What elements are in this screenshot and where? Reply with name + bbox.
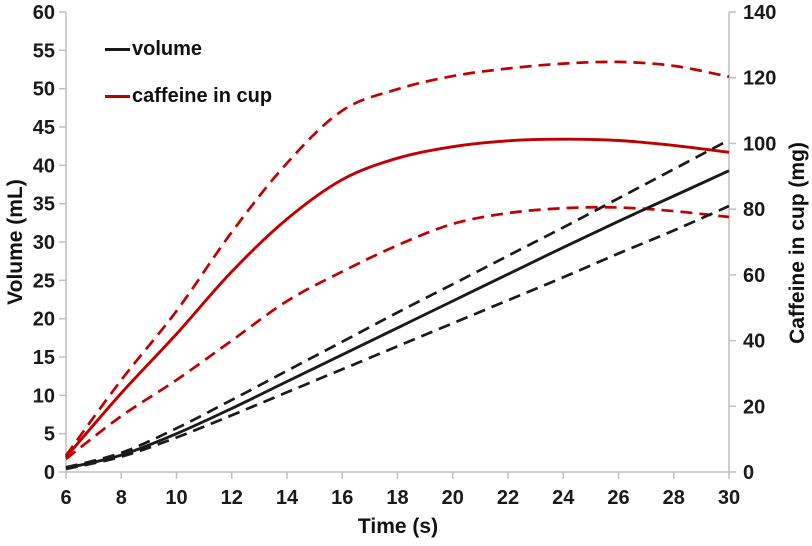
x-axis-tick-label: 24 [552, 487, 575, 509]
left-axis-tick-label: 10 [33, 385, 55, 407]
volume-upper-bound-line [65, 138, 730, 469]
left-axis-tick-label: 25 [33, 270, 55, 292]
right-axis-tick-label: 80 [743, 199, 765, 221]
left-axis-tick-label: 40 [33, 155, 55, 177]
volume-lower-bound-line [65, 204, 730, 471]
legend-label-volume: volume [132, 38, 203, 60]
left-axis-tick-label: 60 [33, 2, 55, 24]
legend: volume caffeine in cup [105, 37, 272, 131]
right-axis-tick-label: 100 [743, 133, 776, 155]
right-axis-tick-label: 60 [743, 265, 765, 287]
legend-label-caffeine: caffeine in cup [132, 85, 273, 107]
x-axis-tick-label: 28 [663, 487, 685, 509]
left-axis-tick-label: 55 [33, 40, 55, 62]
left-axis-tick-label: 15 [33, 347, 55, 369]
left-axis-tick-label: 5 [44, 424, 55, 446]
left-axis-tick-label: 0 [44, 462, 55, 484]
right-axis-tick-label: 40 [743, 331, 765, 353]
x-axis-tick-label: 10 [165, 487, 187, 509]
right-axis-tick-label: 0 [743, 462, 754, 484]
caffeine-line-swatch [105, 94, 130, 98]
x-axis-tick-label: 6 [60, 487, 71, 509]
x-axis-tick-label: 16 [331, 487, 353, 509]
right-axis-tick-label: 140 [743, 2, 776, 24]
left-axis-tick-label: 50 [33, 79, 55, 101]
right-axis-title: Caffeine in cup (mg) [786, 142, 809, 344]
x-axis-tick-label: 12 [221, 487, 243, 509]
x-axis-tick-label: 8 [116, 487, 127, 509]
legend-item-volume: volume [105, 37, 272, 61]
x-axis-title: Time (s) [357, 515, 439, 538]
left-axis-tick-label: 20 [33, 309, 55, 331]
x-axis-tick-label: 26 [607, 487, 629, 509]
x-axis-tick-label: 18 [386, 487, 408, 509]
right-axis-tick-label: 120 [743, 68, 776, 90]
x-axis-tick-label: 22 [497, 487, 519, 509]
x-axis-tick-label: 20 [442, 487, 464, 509]
caffeine-lower-bound-line [65, 205, 730, 460]
left-axis-tick-label: 45 [33, 117, 55, 139]
caffeine-upper-bound-line [64, 60, 730, 457]
caffeine-in-cup-line [64, 137, 730, 459]
volume-line [65, 169, 730, 470]
x-axis-tick-label: 30 [718, 487, 740, 509]
volume-line-swatch [105, 47, 130, 51]
left-axis-tick-label: 35 [33, 194, 55, 216]
right-axis-tick-label: 20 [743, 396, 765, 418]
x-axis-tick-label: 14 [276, 487, 299, 509]
left-axis-title: Volume (mL) [4, 179, 27, 305]
legend-item-caffeine: caffeine in cup [105, 84, 272, 108]
left-axis-tick-label: 30 [33, 232, 55, 254]
